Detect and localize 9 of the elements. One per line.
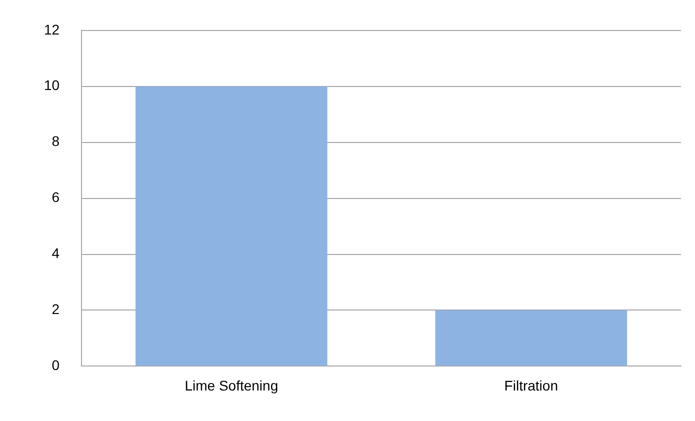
y-tick-label: 6 bbox=[52, 189, 60, 206]
x-tick-label: Filtration bbox=[504, 377, 558, 394]
y-tick-label: 2 bbox=[52, 301, 60, 318]
y-tick-label: 0 bbox=[52, 357, 60, 374]
y-tick-label: 8 bbox=[52, 133, 60, 150]
y-tick-label: 4 bbox=[52, 245, 60, 262]
y-tick-label: 12 bbox=[44, 21, 60, 38]
x-tick-label: Lime Softening bbox=[184, 377, 278, 394]
y-tick-label: 10 bbox=[44, 77, 60, 94]
